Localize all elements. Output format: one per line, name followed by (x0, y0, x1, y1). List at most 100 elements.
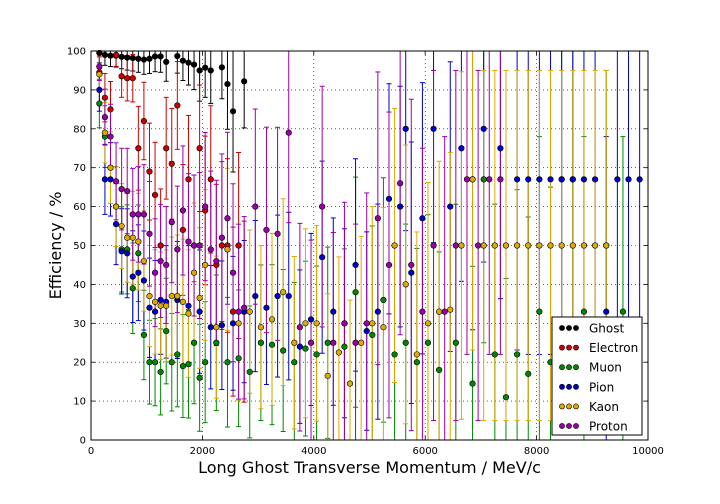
proton-point (146, 230, 153, 237)
electron-point (151, 191, 159, 199)
y-tick-label: 50 (73, 241, 86, 252)
muon-point (96, 100, 103, 107)
muon-point (163, 327, 170, 335)
x-tick-label: 8000 (524, 446, 549, 457)
pion-point (385, 195, 393, 202)
kaon-point (424, 320, 432, 327)
proton-point (163, 261, 170, 269)
y-axis-ticks: 0 10 20 30 40 50 60 70 80 90 100 (67, 47, 648, 447)
y-tick-label: 20 (73, 358, 86, 369)
proton-point (241, 304, 248, 311)
muon-point (491, 351, 498, 358)
kaon-point (536, 242, 543, 249)
proton-point (274, 230, 281, 237)
proton-point (463, 176, 471, 183)
proton-point (174, 246, 181, 253)
pion-point (319, 254, 326, 261)
pion-point (603, 308, 610, 315)
x-tick-label: 0 (88, 446, 94, 457)
pion-point (140, 277, 148, 284)
proton-point (179, 207, 187, 214)
kaon-point (179, 298, 187, 306)
kaon-point (163, 302, 170, 309)
pion-point (536, 176, 543, 183)
pion-point (480, 125, 487, 132)
pion-point (580, 176, 588, 183)
ghost-point (185, 59, 192, 66)
proton-point (397, 180, 404, 187)
electron-legend-marker (559, 344, 565, 351)
muon-point (185, 361, 192, 368)
kaon-point (235, 320, 242, 327)
y-tick-label: 40 (73, 280, 86, 291)
muon-point (235, 355, 242, 362)
y-tick-label: 80 (73, 124, 86, 135)
kaon-point (580, 242, 588, 249)
ghost-point (140, 56, 148, 63)
muon-point (514, 351, 521, 358)
legend-label-pion: Pion (589, 380, 614, 394)
pion-point (614, 176, 621, 183)
electron-point (157, 242, 164, 249)
electron-point (140, 117, 148, 125)
kaon-point (380, 324, 387, 331)
y-tick-label: 60 (73, 202, 86, 213)
kaon-point (257, 324, 264, 331)
proton-legend-marker (566, 423, 572, 429)
muon-point (135, 250, 142, 257)
muon-point (380, 296, 387, 304)
kaon-point (196, 294, 203, 302)
legend-label-electron: Electron (589, 341, 638, 355)
x-tick-label: 6000 (412, 446, 437, 457)
ghost-point (174, 52, 181, 60)
kaon-point (280, 289, 287, 296)
proton-point (330, 339, 337, 346)
muon-point (580, 308, 588, 315)
pion-point (625, 176, 632, 183)
electron-point (235, 242, 242, 249)
electron-point (163, 145, 170, 152)
proton-point (252, 203, 259, 210)
kaon-point (491, 242, 498, 249)
pion-legend-marker (559, 383, 565, 390)
pion-point (229, 320, 237, 327)
pion-point (514, 176, 521, 183)
pion-point (352, 261, 359, 269)
proton-point (135, 211, 142, 218)
pion-point (296, 343, 303, 350)
muon-point (324, 339, 331, 346)
muon-point (413, 359, 420, 366)
proton-point (140, 211, 148, 218)
pion-point (374, 308, 381, 315)
pion-point (636, 176, 643, 183)
ghost-point (151, 53, 159, 60)
pion-point (497, 145, 504, 152)
proton-point (441, 308, 448, 315)
pion-point (112, 221, 120, 228)
kaon-point (185, 310, 192, 317)
muon-point (129, 285, 136, 292)
muon-point (619, 308, 627, 315)
muon-point (452, 339, 459, 346)
proton-point (224, 215, 231, 222)
kaon-legend-marker (566, 403, 572, 410)
electron-point (124, 75, 131, 82)
kaon-point (525, 242, 532, 249)
muon-point (246, 368, 253, 376)
kaon-point (135, 238, 142, 245)
muon-point (179, 362, 187, 370)
proton-point (190, 242, 198, 249)
pion-point (274, 292, 281, 300)
proton-point (419, 308, 426, 315)
muon-legend-marker (559, 364, 565, 371)
muon-point (424, 339, 432, 346)
kaon-point (96, 71, 103, 78)
pion-point (402, 125, 409, 132)
muon-point (190, 339, 198, 346)
electron-point (146, 168, 153, 175)
pion-point (124, 250, 131, 257)
electron-legend-marker (566, 344, 572, 351)
proton-point (151, 269, 159, 276)
muon-point (341, 343, 348, 350)
y-tick-label: 90 (73, 85, 86, 96)
